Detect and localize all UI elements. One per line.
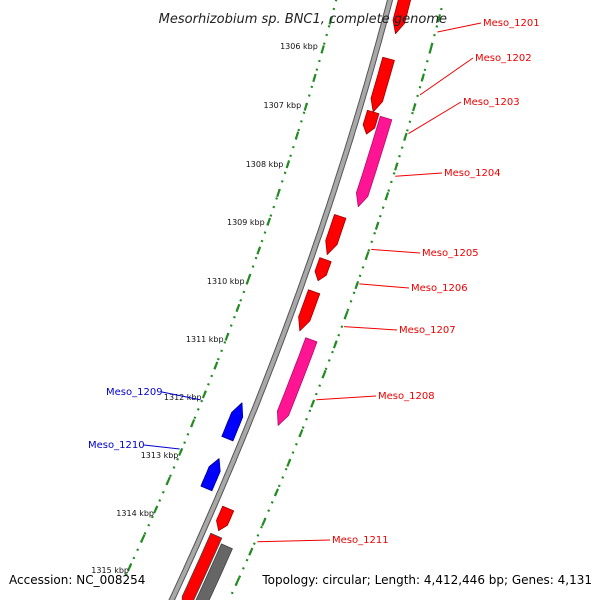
tick-label: 1309 kbp [227, 218, 265, 227]
gene-label-meso-1202[interactable]: Meso_1202 [475, 53, 532, 64]
gene-arrow-meso-1205[interactable] [325, 214, 347, 255]
tick-mark [384, 192, 390, 201]
gene-arrow-meso-1207[interactable] [298, 289, 321, 332]
backbone-outline [168, 0, 394, 600]
gene-label-meso-1209[interactable]: Meso_1209 [106, 387, 163, 398]
tick-mark [364, 251, 370, 260]
tick-mark [261, 517, 267, 527]
tick-mark [276, 188, 281, 198]
backbone-layer [168, 0, 394, 600]
features-layer [181, 0, 412, 600]
labels-layer: Meso_1201 Meso_1202 Meso_1203 Meso_1204 Meso… [88, 18, 540, 546]
gene-label-meso-1210[interactable]: Meso_1210 [88, 440, 145, 451]
outer-tick-ring [227, 7, 443, 600]
tick-mark [436, 14, 442, 23]
gene-arrow-meso-1203[interactable] [362, 109, 380, 135]
gene-label-meso-1205[interactable]: Meso_1205 [422, 248, 479, 259]
gene-label-meso-1211[interactable]: Meso_1211 [332, 535, 389, 546]
tick-label: 1308 kbp [246, 160, 284, 169]
gene-connector [316, 395, 377, 401]
gene-arrow-meso-1211[interactable] [216, 505, 235, 531]
tick-mark [285, 160, 291, 169]
tick-mark [273, 488, 280, 497]
gene-label-meso-1203[interactable]: Meso_1203 [463, 97, 520, 108]
tick-mark [178, 447, 184, 457]
tick-mark [294, 131, 300, 140]
tick-mark [256, 246, 262, 255]
tick-mark [394, 162, 399, 171]
tick-label: 1306 kbp [280, 42, 318, 51]
tick-mark [190, 419, 196, 428]
tick-label: 1313 kbp [141, 451, 179, 460]
tick-label: 1307 kbp [263, 101, 301, 110]
tick-mark [140, 534, 146, 543]
tick-mark [246, 275, 251, 284]
tick-mark [298, 429, 304, 438]
gene-connector [161, 391, 201, 401]
tick-mark [286, 458, 292, 467]
tick-label: 1315 kbp [91, 566, 129, 575]
tick-mark [320, 45, 325, 54]
tick-mark [354, 280, 360, 290]
tick-mark [332, 340, 338, 349]
gene-label-meso-1201[interactable]: Meso_1201 [483, 18, 540, 29]
tick-mark [224, 332, 230, 341]
tick-mark [321, 369, 327, 379]
gene-label-meso-1208[interactable]: Meso_1208 [378, 391, 435, 402]
gene-arrow-extra-1[interactable] [195, 543, 233, 600]
tick-mark [165, 476, 171, 485]
tick-mark [412, 103, 417, 112]
ticks-layer: 1306 kbp 1307 kbp 1308 kbp 1309 kbp 1310 kbp… [91, 14, 442, 586]
gene-arrow-meso-1206[interactable] [314, 257, 332, 282]
tick-mark [310, 399, 316, 408]
tick-mark [428, 43, 434, 53]
gene-label-meso-1204[interactable]: Meso_1204 [444, 168, 501, 179]
tick-dots-layer [122, 0, 443, 600]
gene-connector [419, 57, 474, 96]
tick-mark [328, 16, 333, 25]
gene-arrow-meso-1208[interactable] [277, 337, 318, 426]
gene-arrow-meso-1210[interactable] [200, 458, 221, 492]
gene-arrow-extra-0[interactable] [181, 532, 223, 600]
gene-connector [343, 326, 398, 331]
gene-connector [257, 539, 331, 543]
gene-arrow-meso-1204[interactable] [356, 115, 393, 208]
topology-text: Topology: circular; Length: 4,412,446 bp… [262, 573, 592, 587]
tick-label: 1310 kbp [207, 277, 245, 286]
tick-mark [235, 303, 241, 313]
gene-arrow-meso-1209[interactable] [221, 402, 244, 442]
tick-mark [234, 577, 241, 586]
gene-connector [395, 172, 443, 177]
accession-text: Accession: NC_008254 [9, 573, 146, 587]
gene-connector [143, 444, 180, 450]
tick-mark [312, 73, 317, 83]
gene-connector [437, 22, 482, 33]
tick-mark [213, 361, 219, 370]
gene-connector [359, 283, 410, 289]
backbone-line [169, 0, 393, 600]
tick-label: 1312 kbp [164, 393, 202, 402]
tick-mark [374, 221, 380, 230]
tick-mark [201, 390, 207, 399]
tick-mark [248, 547, 254, 556]
gene-arrow-meso-1201[interactable] [392, 0, 412, 35]
gene-arrow-meso-1202[interactable] [370, 56, 395, 113]
gene-label-meso-1206[interactable]: Meso_1206 [411, 283, 468, 294]
gene-connector [408, 101, 462, 135]
tick-mark [343, 310, 349, 319]
map-title: Mesorhizobium sp. BNC1, complete genome [159, 12, 447, 27]
gene-label-meso-1207[interactable]: Meso_1207 [399, 325, 456, 336]
tick-mark [126, 563, 133, 572]
gene-connector [371, 248, 421, 254]
tick-mark [266, 217, 272, 226]
tick-label: 1314 kbp [116, 509, 154, 518]
tick-label: 1311 kbp [186, 335, 224, 344]
tick-mark [153, 505, 159, 514]
tick-mark [420, 73, 425, 82]
tick-mark [303, 102, 309, 111]
tick-mark [403, 132, 408, 142]
